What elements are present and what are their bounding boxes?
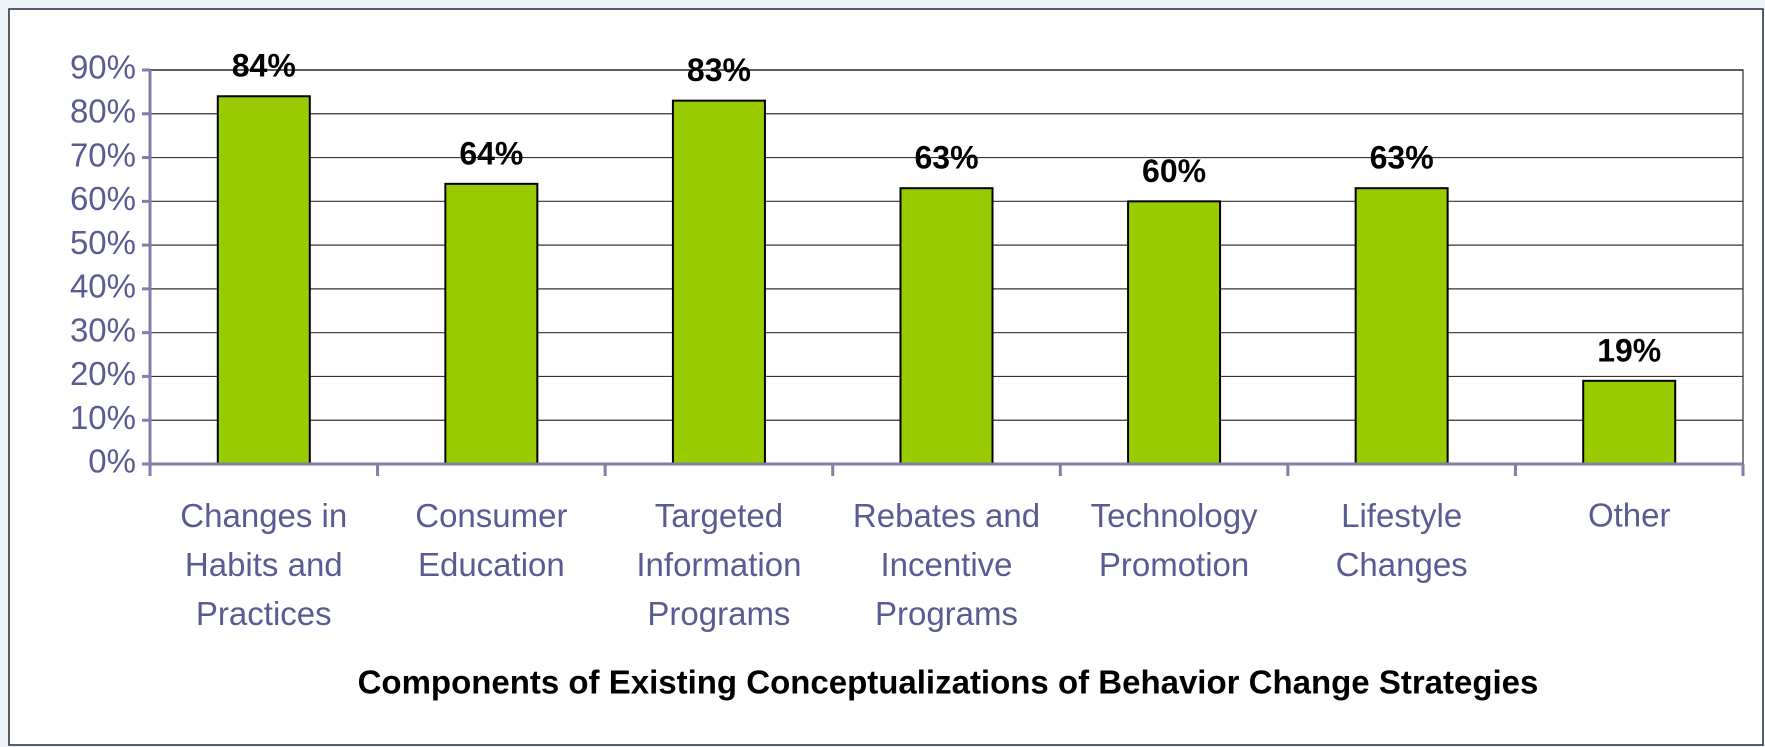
- x-tick-label: Lifestyle Changes: [1336, 497, 1468, 583]
- bar: [1354, 187, 1449, 465]
- x-axis-title: Components of Existing Conceptualization…: [358, 664, 1539, 701]
- x-tick-label: Changes in Habits and Practices: [180, 497, 347, 632]
- y-tick-label: 30%: [70, 311, 136, 348]
- value-label: 60%: [1142, 153, 1206, 189]
- y-tick-label: 10%: [70, 399, 136, 436]
- value-label: 83%: [687, 52, 751, 88]
- x-tick-label: Targeted Information Programs: [636, 497, 801, 632]
- bar: [216, 95, 311, 466]
- value-label: 84%: [232, 48, 296, 84]
- bar: [671, 99, 766, 466]
- value-label: 63%: [914, 140, 978, 176]
- value-label: 64%: [459, 135, 523, 171]
- value-label: 63%: [1370, 140, 1434, 176]
- y-tick-label: 90%: [70, 49, 136, 86]
- x-tick-label: Technology Promotion: [1091, 497, 1258, 583]
- value-label: 19%: [1597, 332, 1661, 368]
- y-tick-label: 20%: [70, 355, 136, 392]
- y-tick-label: 0%: [88, 443, 136, 480]
- bar: [1582, 379, 1677, 466]
- y-tick-label: 70%: [70, 136, 136, 173]
- bar: [1127, 200, 1222, 465]
- y-tick-label: 50%: [70, 224, 136, 261]
- x-tick-label: Consumer Education: [415, 497, 567, 583]
- y-tick-label: 40%: [70, 268, 136, 305]
- bar: [899, 187, 994, 465]
- y-tick-label: 60%: [70, 180, 136, 217]
- x-tick-label: Other: [1588, 497, 1671, 534]
- y-tick-label: 80%: [70, 92, 136, 129]
- bar: [444, 182, 539, 465]
- x-tick-label: Rebates and Incentive Programs: [853, 497, 1040, 632]
